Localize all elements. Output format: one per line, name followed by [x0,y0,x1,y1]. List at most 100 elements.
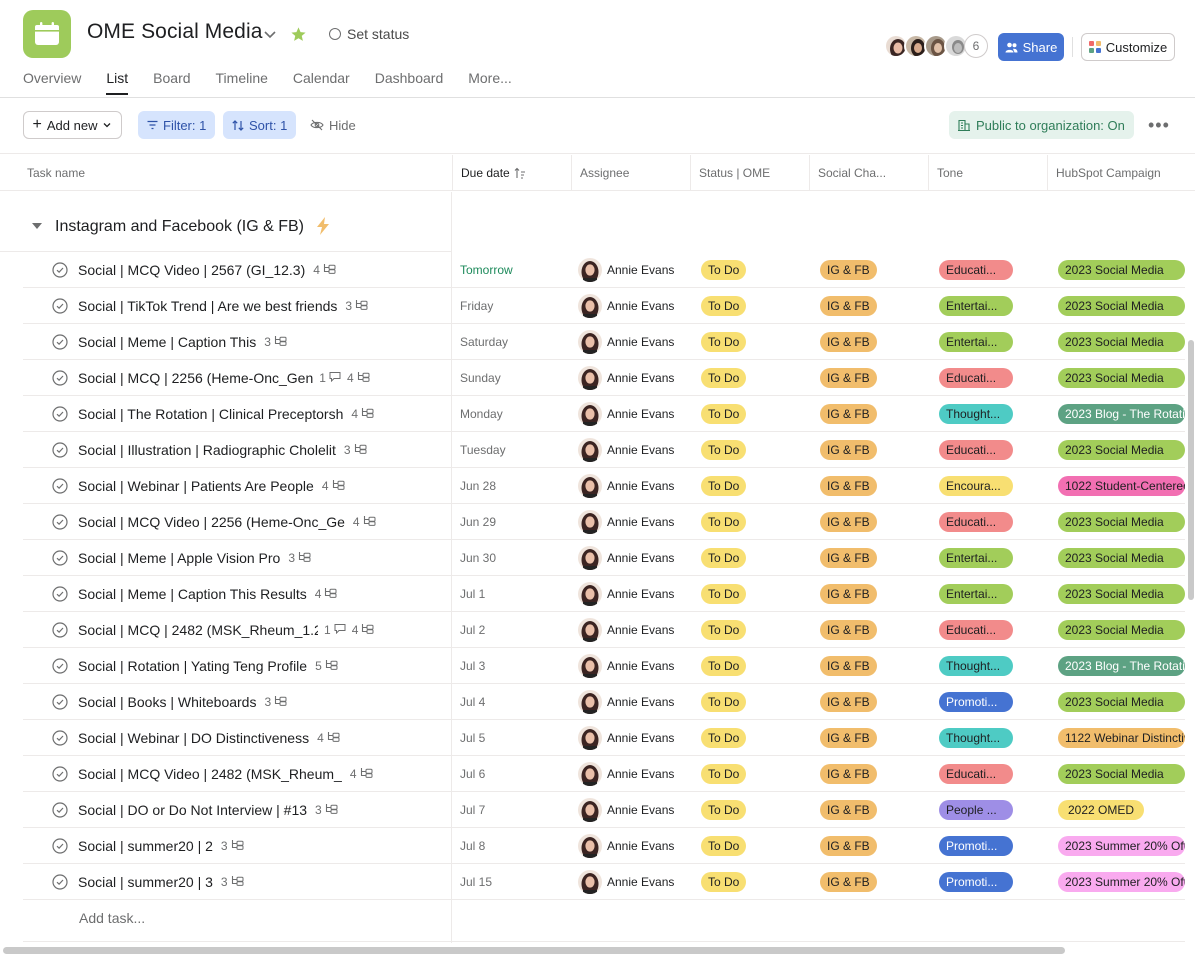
tone-cell[interactable]: Entertai... [939,540,1049,575]
set-status-button[interactable]: Set status [329,26,409,42]
task-name-cell[interactable]: Social | MCQ | 2256 (Heme-Onc_Gen 1 4 [23,360,451,395]
hide-button[interactable]: Hide [310,111,356,139]
complete-checkmark-icon[interactable] [52,298,68,314]
assignee-cell[interactable]: Annie Evans [578,864,688,899]
task-name-cell[interactable]: Social | MCQ Video | 2256 (Heme-Onc_Ge 4 [23,504,451,539]
complete-checkmark-icon[interactable] [52,370,68,386]
status-cell[interactable]: To Do [701,828,811,863]
table-row[interactable]: Social | DO or Do Not Interview | #13 3 Ju… [23,792,1185,828]
social-channel-cell[interactable]: IG & FB [820,576,930,611]
task-name-cell[interactable]: Social | DO or Do Not Interview | #13 3 [23,792,451,827]
assignee-cell[interactable]: Annie Evans [578,432,688,467]
social-channel-cell[interactable]: IG & FB [820,468,930,503]
complete-checkmark-icon[interactable] [52,514,68,530]
table-row[interactable]: Social | MCQ | 2256 (Heme-Onc_Gen 1 4 Sunda… [23,360,1185,396]
task-name-cell[interactable]: Social | The Rotation | Clinical Precept… [23,396,451,431]
task-name[interactable]: Social | summer20 | 2 [78,838,213,854]
assignee-cell[interactable]: Annie Evans [578,396,688,431]
tone-cell[interactable]: Entertai... [939,288,1049,323]
hubspot-campaign-cell[interactable]: 2023 Summer 20% Off [1058,828,1185,863]
tone-cell[interactable]: Educati... [939,432,1049,467]
task-name[interactable]: Social | MCQ | 2482 (MSK_Rheum_1.2 [78,622,318,638]
tab-timeline[interactable]: Timeline [215,70,268,86]
due-date[interactable]: Monday [460,406,503,421]
social-channel-cell[interactable]: IG & FB [820,648,930,683]
due-date[interactable]: Jun 30 [460,550,497,565]
task-name-cell[interactable]: Social | Illustration | Radiographic Cho… [23,432,451,467]
share-button[interactable]: Share [998,33,1064,61]
social-channel-cell[interactable]: IG & FB [820,864,930,899]
table-row[interactable]: Social | Webinar | DO Distinctiveness 4 Ju… [23,720,1185,756]
task-name-cell[interactable]: Social | MCQ Video | 2482 (MSK_Rheum_ 4 [23,756,451,791]
complete-checkmark-icon[interactable] [52,802,68,818]
task-name[interactable]: Social | Illustration | Radiographic Cho… [78,442,336,458]
social-channel-cell[interactable]: IG & FB [820,324,930,359]
table-row[interactable]: Social | Meme | Caption This Results 4 Jul… [23,576,1185,612]
complete-checkmark-icon[interactable] [52,550,68,566]
column-assignee[interactable]: Assignee [571,155,690,191]
table-row[interactable]: Social | Meme | Apple Vision Pro 3 Jun 30 A… [23,540,1185,576]
complete-checkmark-icon[interactable] [52,622,68,638]
due-date[interactable]: Tuesday [460,442,506,457]
subtask-count[interactable]: 3 [288,551,311,565]
star-icon[interactable] [290,26,307,43]
status-cell[interactable]: To Do [701,756,811,791]
social-channel-cell[interactable]: IG & FB [820,252,930,287]
filter-button[interactable]: Filter: 1 [138,111,216,139]
complete-checkmark-icon[interactable] [52,766,68,782]
assignee-cell[interactable]: Annie Evans [578,504,688,539]
social-channel-cell[interactable]: IG & FB [820,504,930,539]
column-due-date[interactable]: Due date [452,155,571,191]
task-name[interactable]: Social | Meme | Caption This Results [78,586,307,602]
hubspot-campaign-cell[interactable]: 2023 Blog - The Rotation [1058,396,1185,431]
subtask-count[interactable]: 4 [353,515,376,529]
status-cell[interactable]: To Do [701,792,811,827]
hubspot-campaign-cell[interactable]: 2023 Summer 20% Off [1058,864,1185,899]
tone-cell[interactable]: Educati... [939,612,1049,647]
task-name-cell[interactable]: Social | Meme | Apple Vision Pro 3 [23,540,451,575]
status-cell[interactable]: To Do [701,648,811,683]
table-row[interactable]: Social | MCQ Video | 2567 (GI_12.3) 4 Tomo… [23,252,1185,288]
hubspot-campaign-cell[interactable]: 2023 Social Media [1058,432,1185,467]
subtask-count[interactable]: 4 [317,731,340,745]
status-cell[interactable]: To Do [701,684,811,719]
complete-checkmark-icon[interactable] [52,874,68,890]
subtask-count[interactable]: 3 [221,839,244,853]
tone-cell[interactable]: Entertai... [939,576,1049,611]
table-row[interactable]: Social | MCQ Video | 2482 (MSK_Rheum_ 4 Ju… [23,756,1185,792]
task-name-cell[interactable]: Social | summer20 | 2 3 [23,828,451,863]
due-date[interactable]: Jul 5 [460,730,486,745]
chevron-down-icon[interactable] [262,26,278,42]
subtask-count[interactable]: 3 [315,803,338,817]
hubspot-campaign-cell[interactable]: 2023 Social Media [1058,684,1185,719]
task-name[interactable]: Social | DO or Do Not Interview | #13 [78,802,308,818]
due-date[interactable]: Jul 3 [460,658,486,673]
table-row[interactable]: Social | Illustration | Radiographic Cho… [23,432,1185,468]
assignee-cell[interactable]: Annie Evans [578,324,688,359]
task-name-cell[interactable]: Social | Books | Whiteboards 3 [23,684,451,719]
project-title[interactable]: OME Social Media [87,20,263,43]
task-name-cell[interactable]: Social | Rotation | Yating Teng Profile 5 [23,648,451,683]
hubspot-campaign-cell[interactable]: 2023 Blog - The Rotation [1058,648,1185,683]
subtask-count[interactable]: 4 [322,479,345,493]
social-channel-cell[interactable]: IG & FB [820,612,930,647]
tab-more[interactable]: More... [468,70,512,86]
due-date[interactable]: Friday [460,298,494,313]
status-cell[interactable]: To Do [701,432,811,467]
column-task-name[interactable]: Task name [0,155,452,191]
hubspot-campaign-cell[interactable]: 2023 Social Media [1058,360,1185,395]
task-name-cell[interactable]: Social | TikTok Trend | Are we best frie… [23,288,451,323]
social-channel-cell[interactable]: IG & FB [820,756,930,791]
subtask-count[interactable]: 4 [350,767,373,781]
social-channel-cell[interactable]: IG & FB [820,828,930,863]
add-task-button[interactable]: Add task... [79,910,146,926]
due-date[interactable]: Tomorrow [460,262,513,277]
due-date[interactable]: Saturday [460,334,509,349]
task-name[interactable]: Social | Books | Whiteboards [78,694,257,710]
subtask-count[interactable]: 3 [344,443,367,457]
table-row[interactable]: Social | MCQ | 2482 (MSK_Rheum_1.2 1 4 Jul … [23,612,1185,648]
task-name[interactable]: Social | Meme | Apple Vision Pro [78,550,281,566]
tab-list[interactable]: List [106,70,128,95]
comment-count[interactable]: 1 [324,623,346,637]
tone-cell[interactable]: Thought... [939,648,1049,683]
